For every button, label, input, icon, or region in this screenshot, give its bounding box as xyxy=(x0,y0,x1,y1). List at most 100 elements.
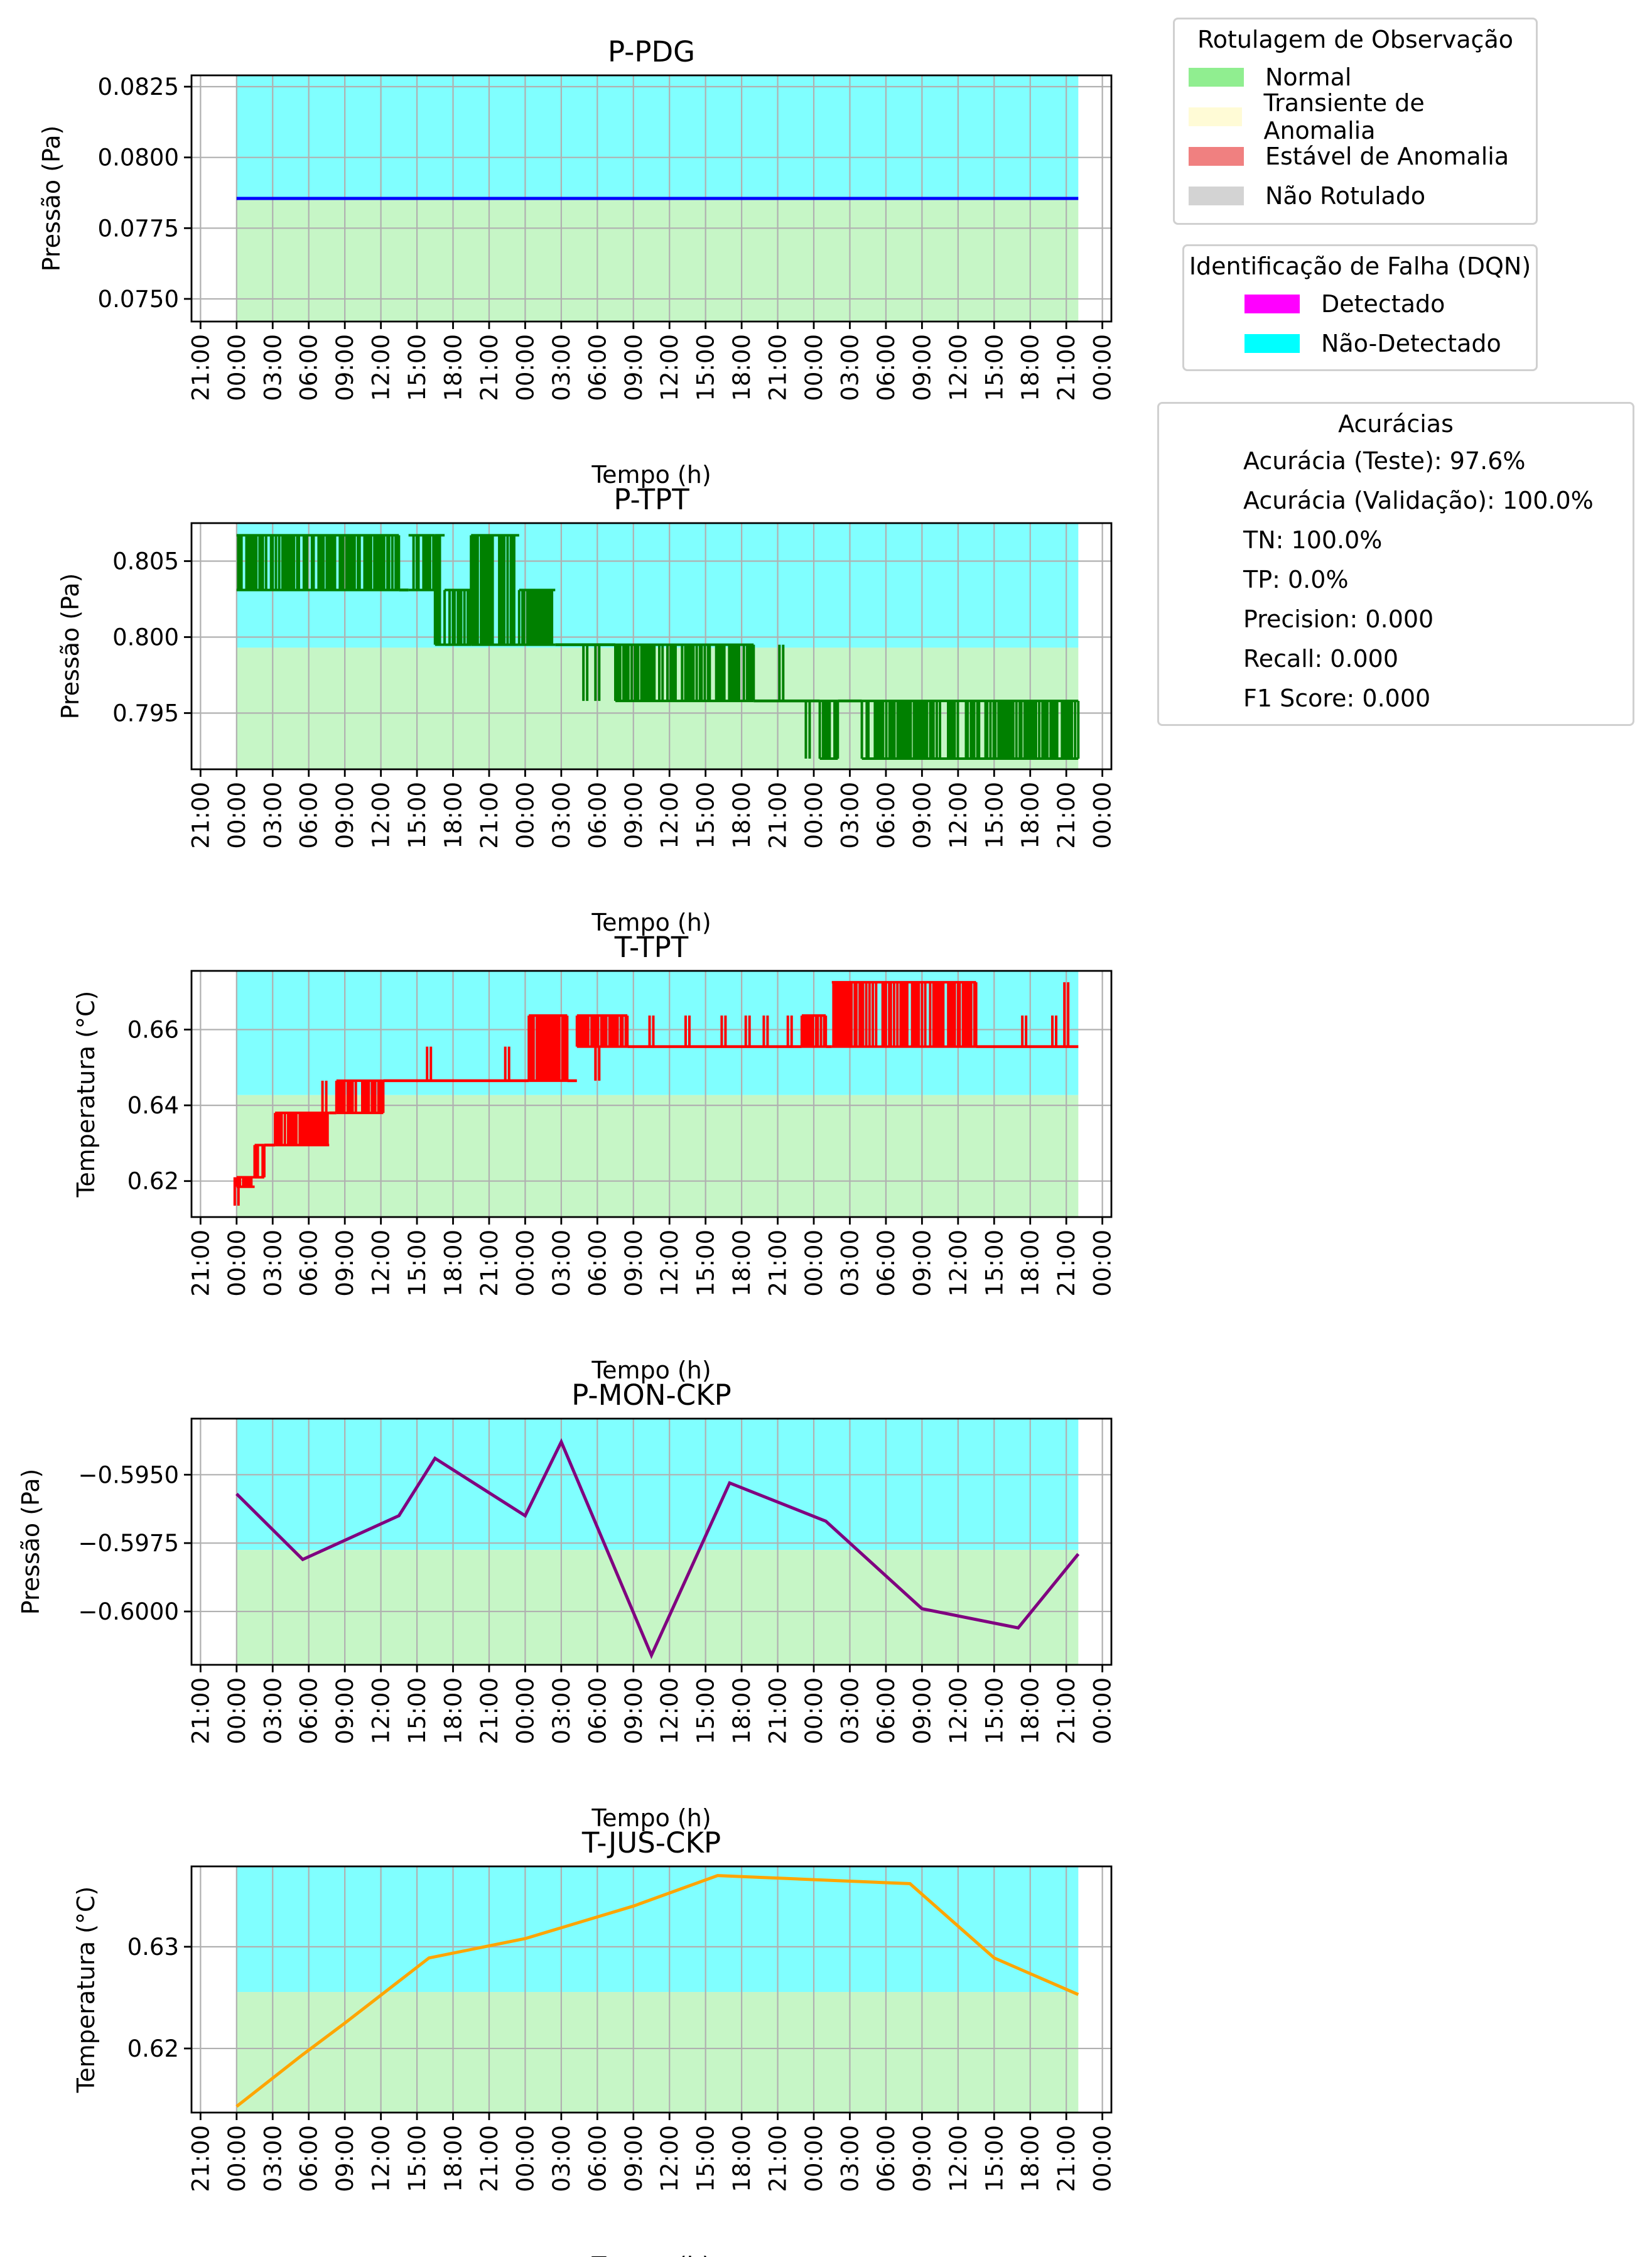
accuracy-line: Acurácia (Validação): 100.0% xyxy=(1243,487,1594,514)
chart-title: P-TPT xyxy=(613,483,689,516)
series-spike xyxy=(594,1046,601,1081)
x-tick-label: 21:00 xyxy=(1053,782,1080,849)
detection-legend-label: Não-Detectado xyxy=(1321,329,1501,357)
x-tick-label: 09:00 xyxy=(620,1677,647,1745)
chart-title: T-JUS-CKP xyxy=(581,1826,721,1859)
series-oscillation xyxy=(335,1080,385,1113)
x-tick-label: 03:00 xyxy=(548,782,575,849)
series-spike xyxy=(582,644,589,701)
x-tick-label: 06:00 xyxy=(584,334,611,401)
y-axis-label: Pressão (Pa) xyxy=(57,573,84,720)
x-tick-label: 21:00 xyxy=(765,334,792,401)
x-tick-label: 03:00 xyxy=(259,1230,286,1297)
labeling-legend-swatch xyxy=(1189,146,1244,166)
y-tick-label: −0.5950 xyxy=(78,1461,179,1488)
y-tick-label: 0.64 xyxy=(127,1092,179,1119)
y-tick-label: 0.795 xyxy=(112,700,179,727)
x-tick-label: 21:00 xyxy=(476,782,503,849)
x-tick-label: 06:00 xyxy=(873,1677,900,1745)
detection-legend-label: Detectado xyxy=(1321,290,1445,318)
x-tick-label: 06:00 xyxy=(584,1230,611,1297)
series-oscillation xyxy=(527,1015,569,1081)
x-tick-label: 03:00 xyxy=(548,1230,575,1297)
x-tick-label: 09:00 xyxy=(620,2125,647,2192)
x-tick-label: 21:00 xyxy=(187,334,214,401)
accuracy-legend-title: Acurácias xyxy=(1338,410,1454,438)
x-tick-label: 00:00 xyxy=(1089,2125,1116,2192)
labeling-legend-item: Normal xyxy=(1189,57,1536,97)
axes-frame xyxy=(190,1417,1113,1666)
chart-p-mon-ckp: −0.6000 −0.5975 −0.5950 21:00 00:00 03:00 06:0… xyxy=(17,1378,1116,1832)
x-tick-label: 12:00 xyxy=(368,334,395,401)
labeling-legend-item: Não Rotulado xyxy=(1189,176,1536,215)
accuracy-line: Recall: 0.000 xyxy=(1243,645,1399,673)
x-axis-label: Tempo (h) xyxy=(591,461,711,489)
x-tick-label: 03:00 xyxy=(548,2125,575,2192)
x-tick-label: 00:00 xyxy=(512,782,539,849)
y-tick-label: 0.0800 xyxy=(98,144,179,171)
series-oscillation xyxy=(818,701,839,759)
x-tick-label: 21:00 xyxy=(187,2125,214,2192)
x-tick-label: 12:00 xyxy=(945,334,972,401)
series-oscillation xyxy=(237,535,401,590)
x-tick-label: 15:00 xyxy=(981,1677,1008,1745)
axes-frame xyxy=(190,970,1113,1218)
x-tick-label: 00:00 xyxy=(512,1677,539,1745)
series-line xyxy=(235,1874,1079,2108)
y-tick-label: 0.800 xyxy=(112,624,179,651)
detection-legend-item: Detectado xyxy=(1244,284,1536,323)
normal-band xyxy=(236,1992,1079,2113)
x-tick-label: 06:00 xyxy=(296,782,323,849)
x-tick-label: 00:00 xyxy=(801,1677,828,1745)
y-tick-label: −0.5975 xyxy=(78,1530,179,1557)
x-tick-label: 18:00 xyxy=(440,1677,467,1745)
chart-p-tpt: 0.795 0.800 0.805 21:00 00:00 03:00 06:00 09:00… xyxy=(57,483,1116,936)
x-tick-label: 15:00 xyxy=(404,334,431,401)
x-tick-label: 21:00 xyxy=(476,334,503,401)
series-oscillation xyxy=(832,982,978,1047)
x-tick-label: 21:00 xyxy=(476,1677,503,1745)
x-axis-label: Tempo (h) xyxy=(591,1356,711,1384)
x-tick-label: 18:00 xyxy=(728,2125,755,2192)
detection-legend-swatch xyxy=(1244,333,1300,353)
series-oscillation xyxy=(614,644,755,701)
series-spike xyxy=(321,1080,328,1145)
x-tick-label: 15:00 xyxy=(693,1230,720,1297)
y-tick-label: −0.6000 xyxy=(78,1598,179,1625)
x-tick-label: 18:00 xyxy=(1017,2125,1044,2192)
x-tick-label: 18:00 xyxy=(1017,334,1044,401)
x-tick-label: 03:00 xyxy=(259,1677,286,1745)
x-tick-label: 18:00 xyxy=(440,782,467,849)
accuracy-line: Acurácia (Teste): 97.6% xyxy=(1243,447,1526,475)
x-tick-label: 12:00 xyxy=(368,782,395,849)
x-tick-label: 12:00 xyxy=(945,782,972,849)
detection-legend-title: Identificação de Falha (DQN) xyxy=(1189,252,1531,280)
series-oscillation xyxy=(575,1015,629,1047)
x-tick-label: 18:00 xyxy=(728,334,755,401)
x-tick-label: 00:00 xyxy=(224,782,251,849)
detection-legend-item: Não-Detectado xyxy=(1244,323,1536,363)
x-tick-label: 15:00 xyxy=(404,1677,431,1745)
x-tick-label: 06:00 xyxy=(296,1677,323,1745)
x-tick-label: 18:00 xyxy=(728,1677,755,1745)
x-tick-label: 09:00 xyxy=(620,334,647,401)
x-tick-label: 12:00 xyxy=(656,2125,683,2192)
y-tick-label: 0.805 xyxy=(112,548,179,575)
x-tick-label: 00:00 xyxy=(224,334,251,401)
series-spike xyxy=(648,1015,655,1047)
x-tick-label: 09:00 xyxy=(909,1230,936,1297)
x-tick-label: 00:00 xyxy=(1089,1230,1116,1297)
x-tick-label: 21:00 xyxy=(1053,334,1080,401)
labeling-legend-title: Rotulagem de Observação xyxy=(1197,26,1513,53)
x-tick-label: 03:00 xyxy=(548,1677,575,1745)
x-tick-label: 18:00 xyxy=(728,1230,755,1297)
x-tick-label: 03:00 xyxy=(259,334,286,401)
x-tick-label: 00:00 xyxy=(512,334,539,401)
series-oscillation xyxy=(800,1015,828,1047)
x-tick-label: 06:00 xyxy=(584,2125,611,2192)
x-axis-label: Tempo (h) xyxy=(591,909,711,936)
series-spike xyxy=(1051,1015,1058,1047)
labeling-legend: Rotulagem de Observação Normal Transiente… xyxy=(1173,18,1538,225)
chart-title: P-PDG xyxy=(608,35,695,68)
